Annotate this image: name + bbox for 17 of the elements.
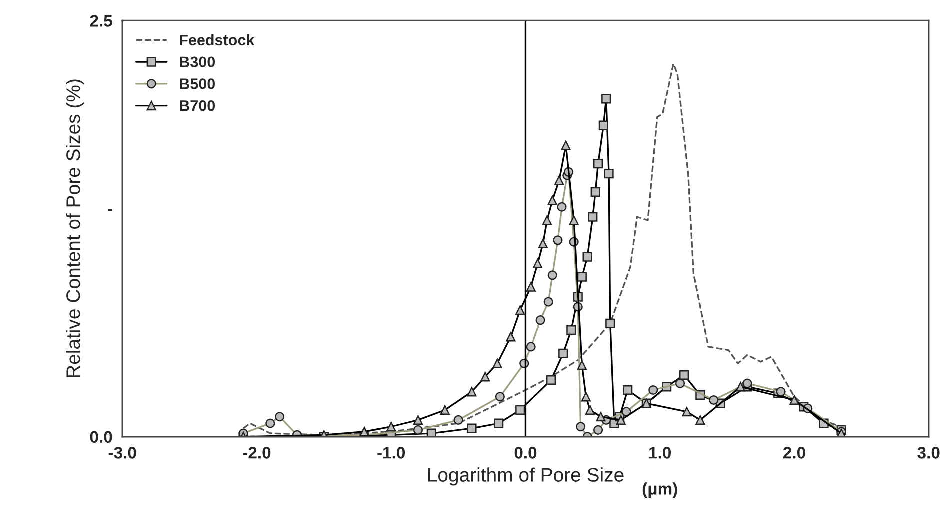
x-tick-label: -1.0 [378,447,406,459]
x-tick-label: 2.0 [783,447,806,459]
y-tick-label: - [108,210,112,212]
legend-label: B700 [180,100,216,112]
y-axis-title: Relative Content of Pore Sizes (%) [66,80,84,378]
x-tick-label: -2.0 [243,447,271,459]
legend-label: B500 [180,78,216,90]
x-tick-label: 1.0 [650,447,671,459]
y-tick-label: 0.0 [90,431,112,444]
legend-label: B300 [180,56,216,68]
y-tick-label: 2.5 [90,15,112,27]
x-tick-label: 0.0 [514,447,537,459]
x-tick-label: 3.0 [918,447,940,459]
x-tick-label: -3.0 [108,447,136,459]
x-axis-title: Logarithm of Pore Size [428,468,624,486]
text: (μm) [642,482,678,498]
legend-label: Feedstock [180,34,255,46]
